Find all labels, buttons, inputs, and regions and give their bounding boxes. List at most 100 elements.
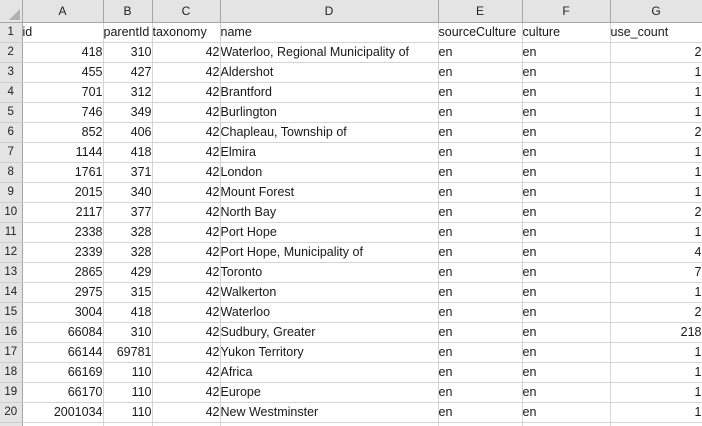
cell-sourceculture-row3[interactable]: en	[438, 62, 523, 83]
cell-parentid-row13[interactable]: 429	[103, 262, 153, 283]
table-row[interactable]: 9 2015 340 42 Mount Forest en en 1	[0, 182, 702, 203]
cell-sourceculture-row14[interactable]: en	[438, 282, 523, 303]
table-row[interactable]: 13 2865 429 42 Toronto en en 7	[0, 262, 702, 283]
cell-name-row2[interactable]: Waterloo, Regional Municipality of	[220, 42, 439, 63]
cell-culture-row16[interactable]: en	[522, 322, 611, 343]
cell-id-row14[interactable]: 2975	[22, 282, 104, 303]
cell-use_count-row19[interactable]: 1	[610, 382, 702, 403]
cell-parentid-row18[interactable]: 110	[103, 362, 153, 383]
cell-name-row11[interactable]: Port Hope	[220, 222, 439, 243]
cell-sourceculture-row16[interactable]: en	[438, 322, 523, 343]
cell-culture-row3[interactable]: en	[522, 62, 611, 83]
cell-id-row13[interactable]: 2865	[22, 262, 104, 283]
cell-use_count-row15[interactable]: 2	[610, 302, 702, 323]
column-title-name[interactable]: name	[220, 22, 439, 43]
cell-use_count-row11[interactable]: 1	[610, 222, 702, 243]
row-header-20[interactable]: 20	[0, 402, 23, 423]
cell-parentid-row3[interactable]: 427	[103, 62, 153, 83]
cell-id-row8[interactable]: 1761	[22, 162, 104, 183]
cell-parentid-row7[interactable]: 418	[103, 142, 153, 163]
row-header-partial[interactable]	[0, 422, 23, 426]
row-header-16[interactable]: 16	[0, 322, 23, 343]
column-title-taxonomy[interactable]: taxonomy	[152, 22, 221, 43]
cell-sourceculture-row7[interactable]: en	[438, 142, 523, 163]
cell-sourceculture-row13[interactable]: en	[438, 262, 523, 283]
cell-id-row20[interactable]: 2001034	[22, 402, 104, 423]
cell-sourceculture-row6[interactable]: en	[438, 122, 523, 143]
cell-culture-row12[interactable]: en	[522, 242, 611, 263]
row-header-11[interactable]: 11	[0, 222, 23, 243]
table-row[interactable]: 12 2339 328 42 Port Hope, Municipality of en e…	[0, 242, 702, 263]
cell-name-row19[interactable]: Europe	[220, 382, 439, 403]
cell-taxonomy-row12[interactable]: 42	[152, 242, 221, 263]
cell-culture-row8[interactable]: en	[522, 162, 611, 183]
table-row[interactable]: 11 2338 328 42 Port Hope en en 1	[0, 222, 702, 243]
cell-culture-row4[interactable]: en	[522, 82, 611, 103]
cell-culture-partial[interactable]	[522, 422, 611, 426]
row-header-5[interactable]: 5	[0, 102, 23, 123]
table-row[interactable]: 16 66084 310 42 Sudbury, Greater en en 218	[0, 322, 702, 343]
column-title-sourceculture[interactable]: sourceCulture	[438, 22, 523, 43]
row-header-17[interactable]: 17	[0, 342, 23, 363]
cell-id-row19[interactable]: 66170	[22, 382, 104, 403]
cell-taxonomy-row13[interactable]: 42	[152, 262, 221, 283]
cell-name-row6[interactable]: Chapleau, Township of	[220, 122, 439, 143]
table-row[interactable]: 1 id parentId taxonomy name sourceCulture cult…	[0, 22, 702, 43]
cell-culture-row11[interactable]: en	[522, 222, 611, 243]
cell-use_count-row10[interactable]: 2	[610, 202, 702, 223]
cell-taxonomy-row14[interactable]: 42	[152, 282, 221, 303]
cell-use_count-row17[interactable]: 1	[610, 342, 702, 363]
cell-culture-row15[interactable]: en	[522, 302, 611, 323]
cell-taxonomy-row6[interactable]: 42	[152, 122, 221, 143]
cell-culture-row13[interactable]: en	[522, 262, 611, 283]
cell-parentid-row8[interactable]: 371	[103, 162, 153, 183]
cell-id-partial[interactable]	[22, 422, 104, 426]
cell-use_count-row14[interactable]: 1	[610, 282, 702, 303]
cell-taxonomy-row20[interactable]: 42	[152, 402, 221, 423]
cell-culture-row20[interactable]: en	[522, 402, 611, 423]
column-header-c[interactable]: C	[152, 0, 221, 23]
cell-use_count-row20[interactable]: 1	[610, 402, 702, 423]
cell-parentid-row16[interactable]: 310	[103, 322, 153, 343]
cell-taxonomy-row11[interactable]: 42	[152, 222, 221, 243]
cell-culture-row10[interactable]: en	[522, 202, 611, 223]
cell-culture-row7[interactable]: en	[522, 142, 611, 163]
cell-sourceculture-row11[interactable]: en	[438, 222, 523, 243]
cell-sourceculture-row18[interactable]: en	[438, 362, 523, 383]
cell-culture-row2[interactable]: en	[522, 42, 611, 63]
cell-sourceculture-row20[interactable]: en	[438, 402, 523, 423]
cell-parentid-row4[interactable]: 312	[103, 82, 153, 103]
table-row[interactable]: 10 2117 377 42 North Bay en en 2	[0, 202, 702, 223]
worksheet-body[interactable]: 1 id parentId taxonomy name sourceCulture cult…	[0, 22, 702, 426]
cell-culture-row17[interactable]: en	[522, 342, 611, 363]
row-header-2[interactable]: 2	[0, 42, 23, 63]
row-header-1[interactable]: 1	[0, 22, 23, 43]
cell-name-row4[interactable]: Brantford	[220, 82, 439, 103]
cell-name-row16[interactable]: Sudbury, Greater	[220, 322, 439, 343]
cell-id-row2[interactable]: 418	[22, 42, 104, 63]
cell-id-row15[interactable]: 3004	[22, 302, 104, 323]
column-header-d[interactable]: D	[220, 0, 439, 23]
row-header-15[interactable]: 15	[0, 302, 23, 323]
cell-parentid-partial[interactable]	[103, 422, 153, 426]
cell-id-row5[interactable]: 746	[22, 102, 104, 123]
row-header-19[interactable]: 19	[0, 382, 23, 403]
column-header-b[interactable]: B	[103, 0, 153, 23]
cell-parentid-row14[interactable]: 315	[103, 282, 153, 303]
cell-id-row11[interactable]: 2338	[22, 222, 104, 243]
cell-sourceculture-row9[interactable]: en	[438, 182, 523, 203]
column-title-use_count[interactable]: use_count	[610, 22, 702, 43]
cell-use_count-row12[interactable]: 4	[610, 242, 702, 263]
cell-use_count-row3[interactable]: 1	[610, 62, 702, 83]
row-header-9[interactable]: 9	[0, 182, 23, 203]
cell-taxonomy-row19[interactable]: 42	[152, 382, 221, 403]
row-header-14[interactable]: 14	[0, 282, 23, 303]
cell-id-row6[interactable]: 852	[22, 122, 104, 143]
cell-taxonomy-row5[interactable]: 42	[152, 102, 221, 123]
table-row[interactable]: 6 852 406 42 Chapleau, Township of en en 2	[0, 122, 702, 143]
cell-culture-row5[interactable]: en	[522, 102, 611, 123]
cell-taxonomy-partial[interactable]	[152, 422, 221, 426]
cell-sourceculture-row19[interactable]: en	[438, 382, 523, 403]
